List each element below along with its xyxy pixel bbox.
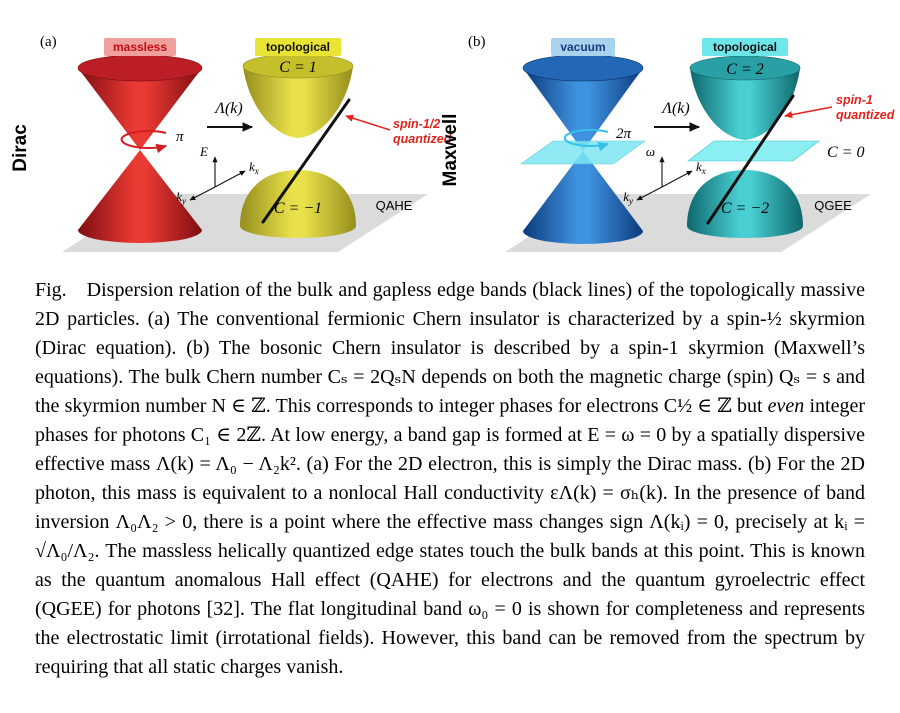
axis-ky-label-a: ky [176,189,186,206]
axis-e-label: E [199,144,208,159]
dirac-cone-upper [78,68,202,150]
axis-kx-arrow-b [661,170,693,188]
edge-state-line-a [261,98,351,224]
dirac-cone-lower [78,150,202,243]
axes-triad-b [636,156,693,201]
massless-badge-label: massless [113,40,167,54]
massive-band-lower-a [240,170,356,238]
edge-annotation-arrow-b [784,106,833,119]
caption-emphasis-even: even [767,395,805,417]
vacuum-badge-label: vacuum [560,40,605,54]
chern-number-bottom-a: C = −1 [274,200,322,217]
berry-winding-arrow-a [120,130,168,154]
maxwell-cone-lower [523,151,643,244]
axis-kx-label-b: kx [696,159,706,176]
chern-number-top-b: C = 2 [726,61,763,78]
berry-winding-arrow-b [563,129,610,152]
axis-ky-arrow-b [636,186,663,201]
vacuum-badge [551,38,615,56]
edge-annotation-b-line1: spin-1 [836,93,873,107]
axis-omega-label: ω [646,144,655,159]
chern-number-top-a: C = 1 [279,59,316,76]
figure-caption: Fig. Dispersion relation of the bulk and… [35,276,865,682]
chern-number-middle-b: C = 0 [827,144,864,161]
mass-operator-label-b: Λ(k) [660,100,689,117]
maxwell-cone-upper [523,68,643,151]
maxwell-side-label: Maxwell [440,114,461,187]
panel-b-label: (b) [468,34,486,50]
massive-band-upper-a [243,66,353,138]
edge-annotation-b-line2: quantized [836,108,895,122]
axis-kx-label-a: kx [249,159,259,176]
panel-a: π Λ(k) E kx ky C = 1 C = −1 spin-1/2 qua… [10,34,452,252]
panel-a-label: (a) [40,34,57,50]
axis-kx-arrow-a [214,170,246,188]
axis-ky-arrow-a [189,186,216,201]
edge-annotation-arrow-a [345,114,391,131]
topological-badge-b-label: topological [713,40,777,54]
dirac-side-label: Dirac [10,124,31,172]
qgee-label: QGEE [814,198,852,213]
axes-triad-a [189,156,246,201]
edge-state-line-b [706,94,795,225]
berry-phase-label-a: π [176,129,184,145]
dirac-cone-opening [77,54,203,82]
massless-badge [104,38,176,56]
qahe-label: QAHE [376,198,413,213]
berry-phase-label-b: 2π [616,126,632,142]
topological-badge-a-label: topological [266,40,330,54]
longitudinal-plane [520,140,646,165]
massive-band-lower-b [687,170,803,238]
chern-number-bottom-b: C = −2 [721,200,769,217]
topological-badge-a [255,38,341,56]
edge-annotation-a-line2: quantized [393,132,452,146]
maxwell-cone-opening [522,54,644,82]
edge-annotation-a-line1: spin-1/2 [393,117,440,131]
axis-ky-label-b: ky [623,189,633,206]
caption-text-part1: Fig. Dispersion relation of the bulk and… [35,279,865,417]
dispersion-figure: π Λ(k) E kx ky C = 1 C = −1 spin-1/2 qua… [10,34,895,252]
massive-band-upper-b [690,68,800,140]
mass-operator-label-a: Λ(k) [213,100,242,117]
caption-text-part2: integer phases for photons C₁ ∈ 2ℤ. At l… [35,395,865,678]
panel-b: 2π Λ(k) ω kx ky C = 2 C = 0 C = −2 spin-… [440,34,895,252]
flat-band [687,140,820,162]
topological-badge-b [702,38,788,56]
